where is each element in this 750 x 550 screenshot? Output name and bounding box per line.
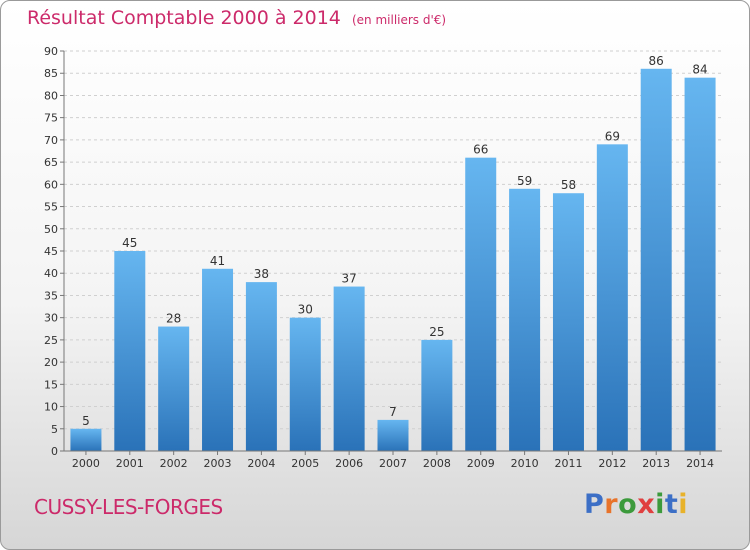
y-tick-label: 20 [44,356,58,369]
bar [377,419,409,451]
y-tick-label: 60 [44,178,58,191]
bar [509,188,541,451]
bar [333,286,365,451]
data-label: 41 [210,254,225,268]
bars [70,68,716,452]
y-tick-label: 80 [44,89,58,102]
y-tick-label: 85 [44,67,58,80]
x-tick-label: 2007 [379,457,407,470]
bar [158,326,190,451]
data-label: 5 [82,414,90,428]
data-label: 45 [122,236,137,250]
x-tick-label: 2014 [686,457,714,470]
x-tick-label: 2013 [642,457,670,470]
y-tick-label: 70 [44,134,58,147]
bar [202,268,234,451]
bar [245,282,277,451]
chart-header: Résultat Comptable 2000 à 2014 (en milli… [27,7,446,29]
data-label: 28 [166,312,181,326]
x-tick-label: 2010 [511,457,539,470]
x-tick-label: 2004 [247,457,275,470]
data-label: 25 [429,325,444,339]
y-tick-label: 30 [44,312,58,325]
y-axis-ticks: 0 5 10 15 20 25 30 35 40 45 50 55 60 65 70 75 80 85 90 [44,45,64,458]
bar [70,428,102,451]
bar [640,68,672,452]
y-tick-label: 10 [44,401,58,414]
y-tick-label: 35 [44,289,58,302]
commune-name: CUSSY-LES-FORGES [34,495,223,519]
x-axis-ticks: 2000 2001 2002 2003 2004 2005 2006 2007 2008 2009… [72,451,714,470]
logo-letter: o [618,489,638,520]
x-tick-label: 2005 [291,457,319,470]
data-labels: 5 45 28 41 38 30 37 7 25 66 59 58 69 86 84 [82,54,708,428]
y-tick-label: 45 [44,245,58,258]
y-tick-label: 90 [44,45,58,58]
bar [552,193,584,451]
data-label: 38 [254,267,269,281]
y-tick-label: 65 [44,156,58,169]
data-label: 7 [389,405,397,419]
data-label: 59 [517,174,532,188]
x-tick-label: 2008 [423,457,451,470]
logo-letter: i [678,489,689,520]
logo-letter: r [604,489,619,520]
data-label: 69 [605,129,620,143]
data-label: 58 [561,178,576,192]
y-tick-label: 15 [44,378,58,391]
data-label: 37 [341,272,356,286]
data-label: 30 [298,303,313,317]
y-tick-label: 50 [44,223,58,236]
logo-letter: i [655,489,665,520]
data-label: 84 [692,63,707,77]
bar [684,77,716,452]
bar [289,317,321,451]
x-tick-label: 2002 [160,457,188,470]
x-tick-label: 2000 [72,457,100,470]
data-label: 86 [649,54,664,68]
y-tick-label: 75 [44,112,58,125]
x-tick-label: 2003 [204,457,232,470]
bar [465,157,497,451]
logo-letter: x [637,489,656,520]
x-tick-label: 2006 [335,457,363,470]
bar [596,144,628,452]
bar [114,251,146,451]
y-tick-label: 0 [51,445,58,458]
x-tick-label: 2009 [467,457,495,470]
y-tick-label: 5 [51,423,58,436]
bar [421,339,453,451]
chart-unit: (en milliers d'€) [351,13,447,27]
proxiti-logo: Proxiti [584,489,688,520]
x-tick-label: 2012 [598,457,626,470]
y-tick-label: 25 [44,334,58,347]
logo-letter: t [664,489,679,520]
x-tick-label: 2001 [116,457,144,470]
x-tick-label: 2011 [554,457,582,470]
y-tick-label: 40 [44,267,58,280]
data-label: 66 [473,143,488,157]
logo-letter: P [584,489,605,520]
chart-title: Résultat Comptable 2000 à 2014 [27,7,341,29]
y-tick-label: 55 [44,201,58,214]
